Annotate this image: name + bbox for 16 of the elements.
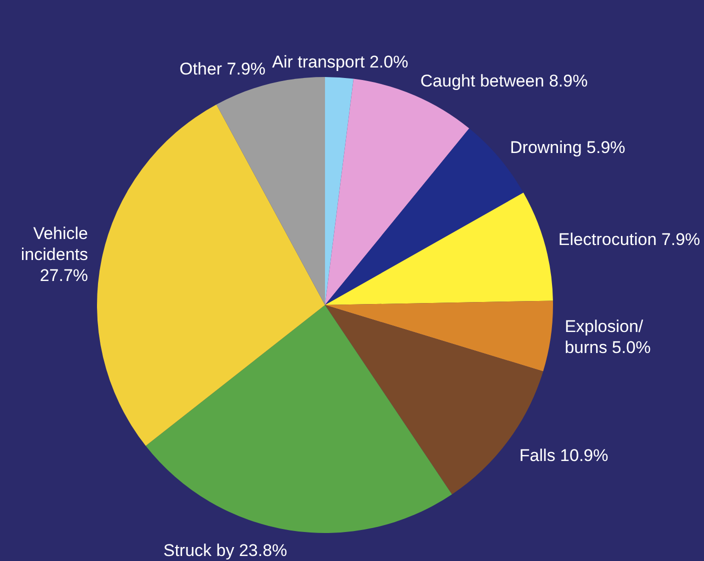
- slice-label: Caught between 8.9%: [420, 72, 588, 92]
- slice-label: Falls 10.9%: [519, 446, 608, 466]
- pie-slice: [325, 300, 553, 372]
- slice-label: Struck by 23.8%: [163, 542, 288, 561]
- slice-label: Air transport 2.0%: [272, 52, 408, 72]
- slice-label: Electrocution 7.9%: [558, 230, 700, 250]
- slice-label: Explosion/burns 5.0%: [564, 317, 651, 358]
- slice-label: Vehicle incidents: [20, 224, 88, 264]
- slice-label: Other 7.9%: [180, 60, 266, 79]
- pie-slice: [216, 77, 325, 305]
- pie-slice: [146, 305, 452, 533]
- pie-slice: [97, 104, 325, 446]
- data-label: 27.7%: [40, 266, 88, 286]
- slice-label: Drowning 5.9%: [510, 138, 626, 158]
- pie-slice: [325, 192, 553, 305]
- pie-slice: [325, 77, 354, 305]
